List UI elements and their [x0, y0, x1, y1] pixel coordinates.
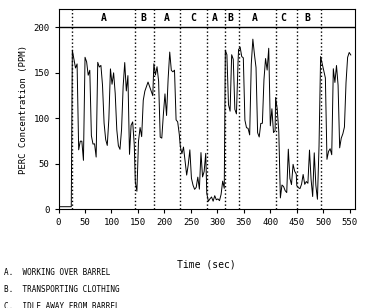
Text: B: B — [228, 13, 234, 23]
Text: B: B — [305, 13, 310, 23]
Text: A: A — [212, 13, 218, 23]
Text: A.  WORKING OVER BARREL: A. WORKING OVER BARREL — [4, 268, 110, 277]
Text: C: C — [191, 13, 197, 23]
Text: A: A — [251, 13, 257, 23]
Text: C.  IDLE AWAY FROM BARREL: C. IDLE AWAY FROM BARREL — [4, 302, 119, 308]
Text: B: B — [140, 13, 146, 23]
Text: A: A — [164, 13, 170, 23]
Y-axis label: PERC Concentration (PPM): PERC Concentration (PPM) — [19, 45, 28, 174]
X-axis label: Time (sec): Time (sec) — [178, 259, 236, 270]
Text: C: C — [281, 13, 287, 23]
Text: B.  TRANSPORTING CLOTHING: B. TRANSPORTING CLOTHING — [4, 285, 119, 294]
Text: A: A — [101, 13, 107, 23]
